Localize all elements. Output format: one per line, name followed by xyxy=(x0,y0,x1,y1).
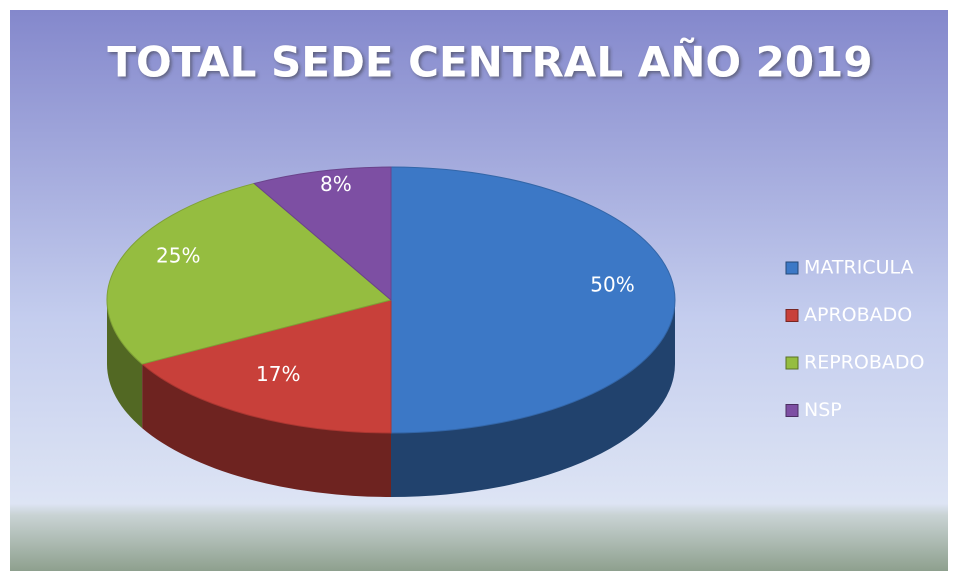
slice xyxy=(106,182,393,365)
legend-label: REPROBADO xyxy=(804,352,924,374)
legend-swatch xyxy=(785,309,799,322)
legend-label: APROBADO xyxy=(804,304,912,326)
slice-side xyxy=(391,300,675,497)
legend-swatch xyxy=(785,261,799,275)
slice xyxy=(390,166,676,434)
data-label: 25% xyxy=(156,244,200,268)
slice-side xyxy=(107,300,143,429)
data-label: 17% xyxy=(256,362,300,386)
slice-side xyxy=(142,364,391,497)
slice xyxy=(253,166,392,302)
data-label: 50% xyxy=(590,273,634,297)
legend-swatch xyxy=(785,356,799,370)
legend-label: MATRICULA xyxy=(804,257,914,279)
legend-label: NSP xyxy=(804,399,842,421)
slice xyxy=(141,299,392,434)
legend-swatch xyxy=(785,404,799,417)
data-label: 8% xyxy=(320,172,352,196)
chart-title: TOTAL SEDE CENTRAL AÑO 2019 xyxy=(107,37,872,87)
